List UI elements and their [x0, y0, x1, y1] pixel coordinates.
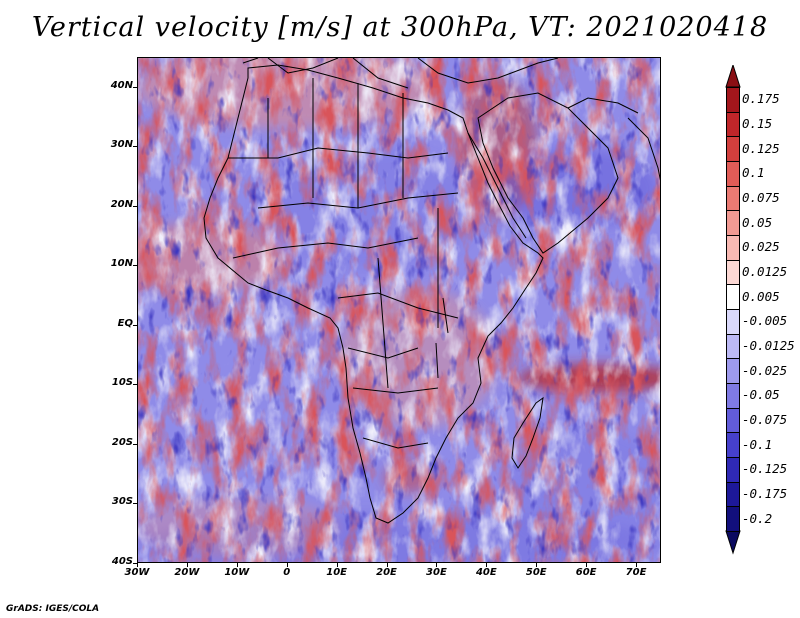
colorbar-label: -0.175 — [742, 486, 788, 501]
lon-tick-label: 10E — [326, 567, 347, 578]
lon-tick-label: 10W — [224, 567, 250, 578]
lon-tick-mark — [386, 563, 388, 567]
footer-credit: GrADS: IGES/COLA — [6, 604, 100, 614]
lon-tick-mark — [436, 563, 438, 567]
lon-tick-mark — [586, 563, 588, 567]
lat-tick-mark — [133, 563, 137, 564]
lat-tick-mark — [133, 384, 137, 386]
lon-tick-mark — [536, 563, 538, 567]
colorbar-label: 0.125 — [742, 140, 780, 156]
lon-tick-mark — [137, 563, 138, 567]
lon-tick-label: 60E — [575, 567, 597, 578]
colorbar-label: 0.1 — [742, 165, 765, 181]
colorbar-top-arrow — [725, 65, 741, 88]
colorbar-segment — [726, 136, 740, 162]
colorbar-label: 0.0125 — [742, 264, 788, 279]
lon-tick-label: 0 — [283, 567, 291, 578]
map-panel — [137, 57, 661, 563]
lat-tick-label: EQ — [117, 317, 133, 329]
colorbar-segment — [726, 333, 740, 360]
colorbar-segment — [726, 309, 740, 335]
lon-tick-mark — [186, 563, 188, 567]
lat-tick-label: 40N — [110, 79, 133, 91]
lon-tick-label: 40E — [475, 567, 497, 578]
lon-tick-mark — [336, 563, 338, 567]
lat-tick-label: 30N — [110, 139, 133, 151]
velocity-field-map — [138, 58, 660, 562]
colorbar-label: -0.1 — [742, 436, 773, 452]
lat-tick-mark — [133, 443, 137, 445]
colorbar-segment — [726, 383, 740, 409]
coastlines — [203, 58, 660, 524]
colorbar-segment — [726, 87, 740, 113]
colorbar-segment — [726, 259, 740, 286]
lon-tick-mark — [636, 563, 638, 567]
lat-tick-mark — [133, 146, 137, 148]
colorbar-segment — [726, 235, 740, 261]
colorbar-label: -0.005 — [742, 313, 788, 329]
lat-tick-mark — [133, 86, 137, 88]
colorbar-segment — [726, 111, 740, 138]
lon-tick-label: 20W — [174, 567, 200, 578]
colorbar-label: -0.2 — [742, 510, 773, 526]
colorbar-segment — [726, 432, 740, 458]
colorbar-segment — [726, 185, 740, 212]
lon-tick-label: 30E — [426, 567, 447, 578]
colorbar-label: 0.15 — [742, 116, 773, 131]
colorbar-label: 0.025 — [742, 239, 780, 255]
colorbar-label: -0.025 — [742, 362, 788, 378]
lon-tick-label: 70E — [625, 567, 647, 578]
lat-tick-mark — [133, 265, 137, 267]
lon-tick-label: 20E — [376, 567, 397, 578]
colorbar-label: 0.075 — [742, 190, 780, 205]
colorbar-label: 0.175 — [742, 91, 780, 107]
colorbar-label: -0.0125 — [742, 338, 795, 353]
lat-tick-label: 40S — [111, 556, 133, 567]
lat-tick-label: 20N — [110, 198, 133, 210]
colorbar-segment — [726, 284, 740, 310]
colorbar-segment — [726, 481, 740, 508]
lat-tick-label: 10S — [111, 377, 133, 389]
colorbar-segment — [726, 506, 740, 532]
colorbar-segment — [726, 210, 740, 236]
field-texture-sinking — [138, 58, 660, 562]
lon-tick-label: 30W — [124, 567, 150, 578]
lat-tick-mark — [133, 205, 137, 207]
colorbar-bottom-arrow — [725, 530, 741, 555]
lon-tick-mark — [286, 563, 288, 567]
colorbar-label: -0.05 — [742, 387, 780, 403]
colorbar-segment — [726, 358, 740, 384]
colorbar-segment — [726, 407, 740, 434]
colorbar-label: 0.05 — [742, 214, 773, 230]
colorbar-label: 0.005 — [742, 288, 780, 304]
chart-title: Vertical velocity [m/s] at 300hPa, VT: 2… — [31, 12, 769, 43]
lat-tick-mark — [133, 503, 137, 505]
colorbar-segment — [726, 161, 740, 187]
lon-tick-mark — [236, 563, 238, 567]
lon-tick-label: 50E — [525, 567, 547, 578]
lat-tick-label: 20S — [111, 436, 133, 448]
lat-tick-label: 10N — [110, 258, 133, 270]
colorbar-label: -0.125 — [742, 461, 788, 477]
lat-tick-mark — [133, 324, 137, 326]
colorbar-label: -0.075 — [742, 412, 788, 427]
colorbar-segment — [726, 457, 740, 483]
lon-tick-mark — [486, 563, 488, 567]
colorbar: 0.175 0.15 0.125 0.1 0.075 0.05 0.025 0.0125 0.0… — [722, 65, 800, 555]
lat-tick-label: 30S — [111, 496, 133, 508]
